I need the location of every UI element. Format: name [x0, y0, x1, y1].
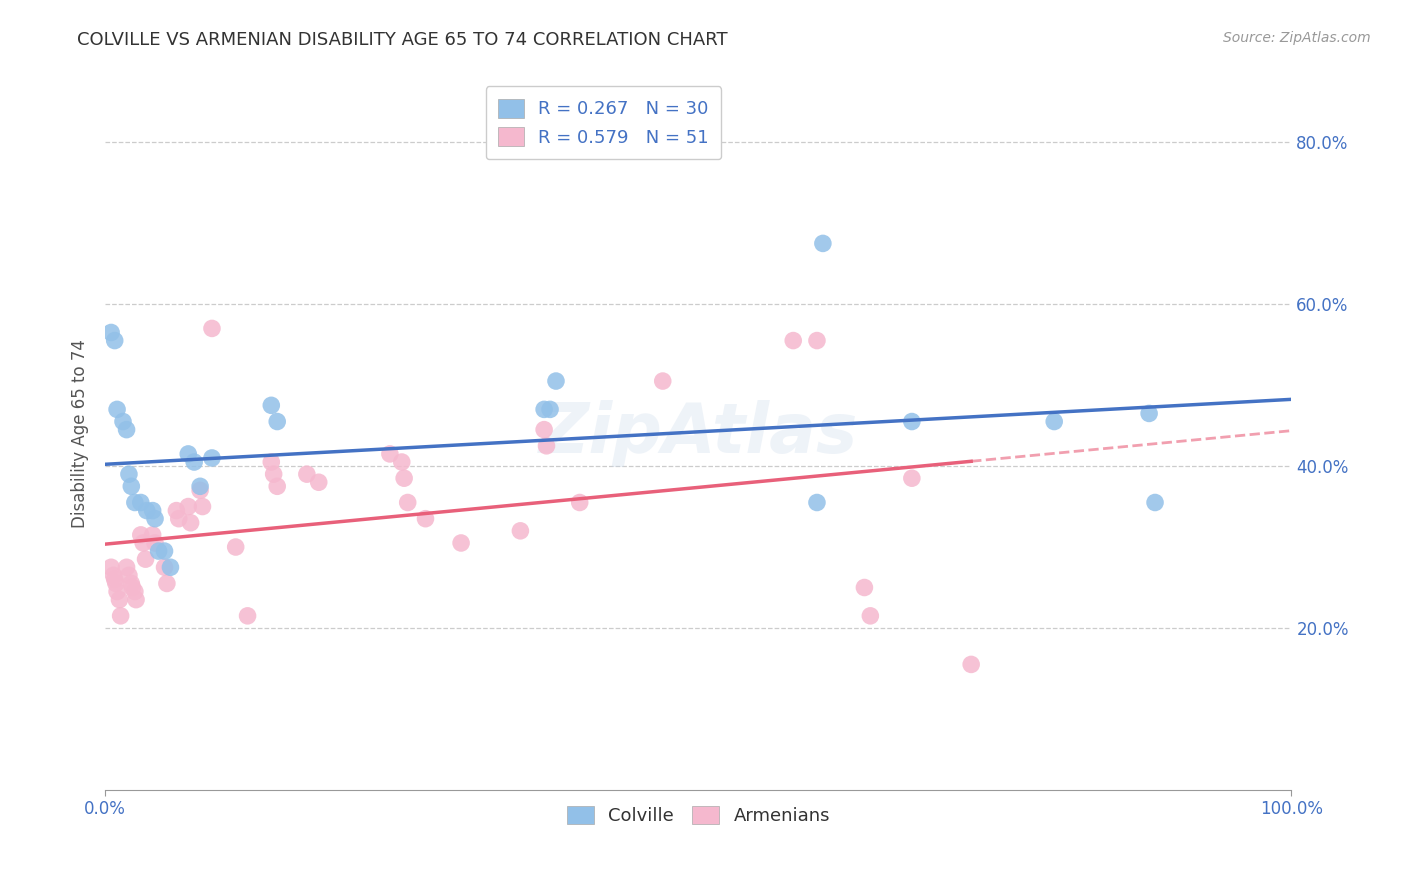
Point — [148, 544, 170, 558]
Point — [120, 479, 142, 493]
Point — [415, 511, 437, 525]
Point — [1043, 415, 1066, 429]
Point — [533, 423, 555, 437]
Point — [651, 374, 673, 388]
Point — [266, 415, 288, 429]
Point — [167, 511, 190, 525]
Point — [177, 447, 200, 461]
Point — [236, 608, 259, 623]
Point — [378, 447, 401, 461]
Point — [544, 374, 567, 388]
Point — [509, 524, 531, 538]
Point — [391, 455, 413, 469]
Point — [901, 471, 924, 485]
Point — [450, 536, 472, 550]
Point — [153, 560, 176, 574]
Point — [118, 467, 141, 482]
Point — [108, 592, 131, 607]
Point — [1137, 406, 1160, 420]
Point — [538, 402, 561, 417]
Point — [392, 471, 415, 485]
Text: Source: ZipAtlas.com: Source: ZipAtlas.com — [1223, 31, 1371, 45]
Point — [960, 657, 983, 672]
Point — [266, 479, 288, 493]
Point — [135, 503, 157, 517]
Point — [129, 528, 152, 542]
Point — [811, 236, 834, 251]
Point — [159, 560, 181, 574]
Point — [124, 495, 146, 509]
Point — [104, 576, 127, 591]
Point — [201, 450, 224, 465]
Point — [105, 402, 128, 417]
Point — [124, 584, 146, 599]
Point — [111, 415, 134, 429]
Point — [115, 423, 138, 437]
Point — [295, 467, 318, 482]
Point — [188, 479, 211, 493]
Point — [103, 568, 125, 582]
Point — [177, 500, 200, 514]
Text: ZipAtlas: ZipAtlas — [538, 401, 858, 467]
Point — [121, 581, 143, 595]
Point — [191, 500, 214, 514]
Point — [308, 475, 330, 490]
Point — [142, 503, 165, 517]
Point — [568, 495, 591, 509]
Point — [142, 528, 165, 542]
Point — [901, 415, 924, 429]
Point — [153, 544, 176, 558]
Point — [143, 511, 166, 525]
Point — [129, 495, 152, 509]
Point — [806, 334, 828, 348]
Point — [225, 540, 247, 554]
Point — [132, 536, 155, 550]
Point — [1144, 495, 1167, 509]
Point — [853, 581, 876, 595]
Point — [180, 516, 202, 530]
Text: COLVILLE VS ARMENIAN DISABILITY AGE 65 TO 74 CORRELATION CHART: COLVILLE VS ARMENIAN DISABILITY AGE 65 T… — [77, 31, 728, 49]
Point — [806, 495, 828, 509]
Point — [135, 552, 157, 566]
Point — [263, 467, 285, 482]
Point — [188, 483, 211, 498]
Point — [156, 576, 179, 591]
Point — [104, 573, 127, 587]
Point — [110, 608, 132, 623]
Point — [120, 576, 142, 591]
Point — [201, 321, 224, 335]
Point — [100, 560, 122, 574]
Point — [143, 536, 166, 550]
Point — [125, 592, 148, 607]
Y-axis label: Disability Age 65 to 74: Disability Age 65 to 74 — [72, 339, 89, 528]
Point — [396, 495, 419, 509]
Point — [104, 334, 127, 348]
Point — [859, 608, 882, 623]
Point — [782, 334, 804, 348]
Point — [533, 402, 555, 417]
Point — [105, 584, 128, 599]
Point — [115, 560, 138, 574]
Point — [536, 439, 558, 453]
Point — [183, 455, 205, 469]
Point — [165, 503, 187, 517]
Point — [118, 568, 141, 582]
Point — [100, 326, 122, 340]
Point — [260, 398, 283, 412]
Legend: Colville, Armenians: Colville, Armenians — [558, 797, 839, 834]
Point — [260, 455, 283, 469]
